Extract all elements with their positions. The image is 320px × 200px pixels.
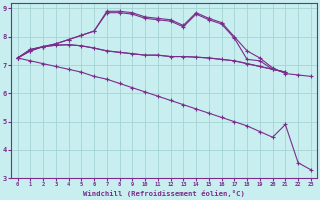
X-axis label: Windchill (Refroidissement éolien,°C): Windchill (Refroidissement éolien,°C): [83, 190, 245, 197]
